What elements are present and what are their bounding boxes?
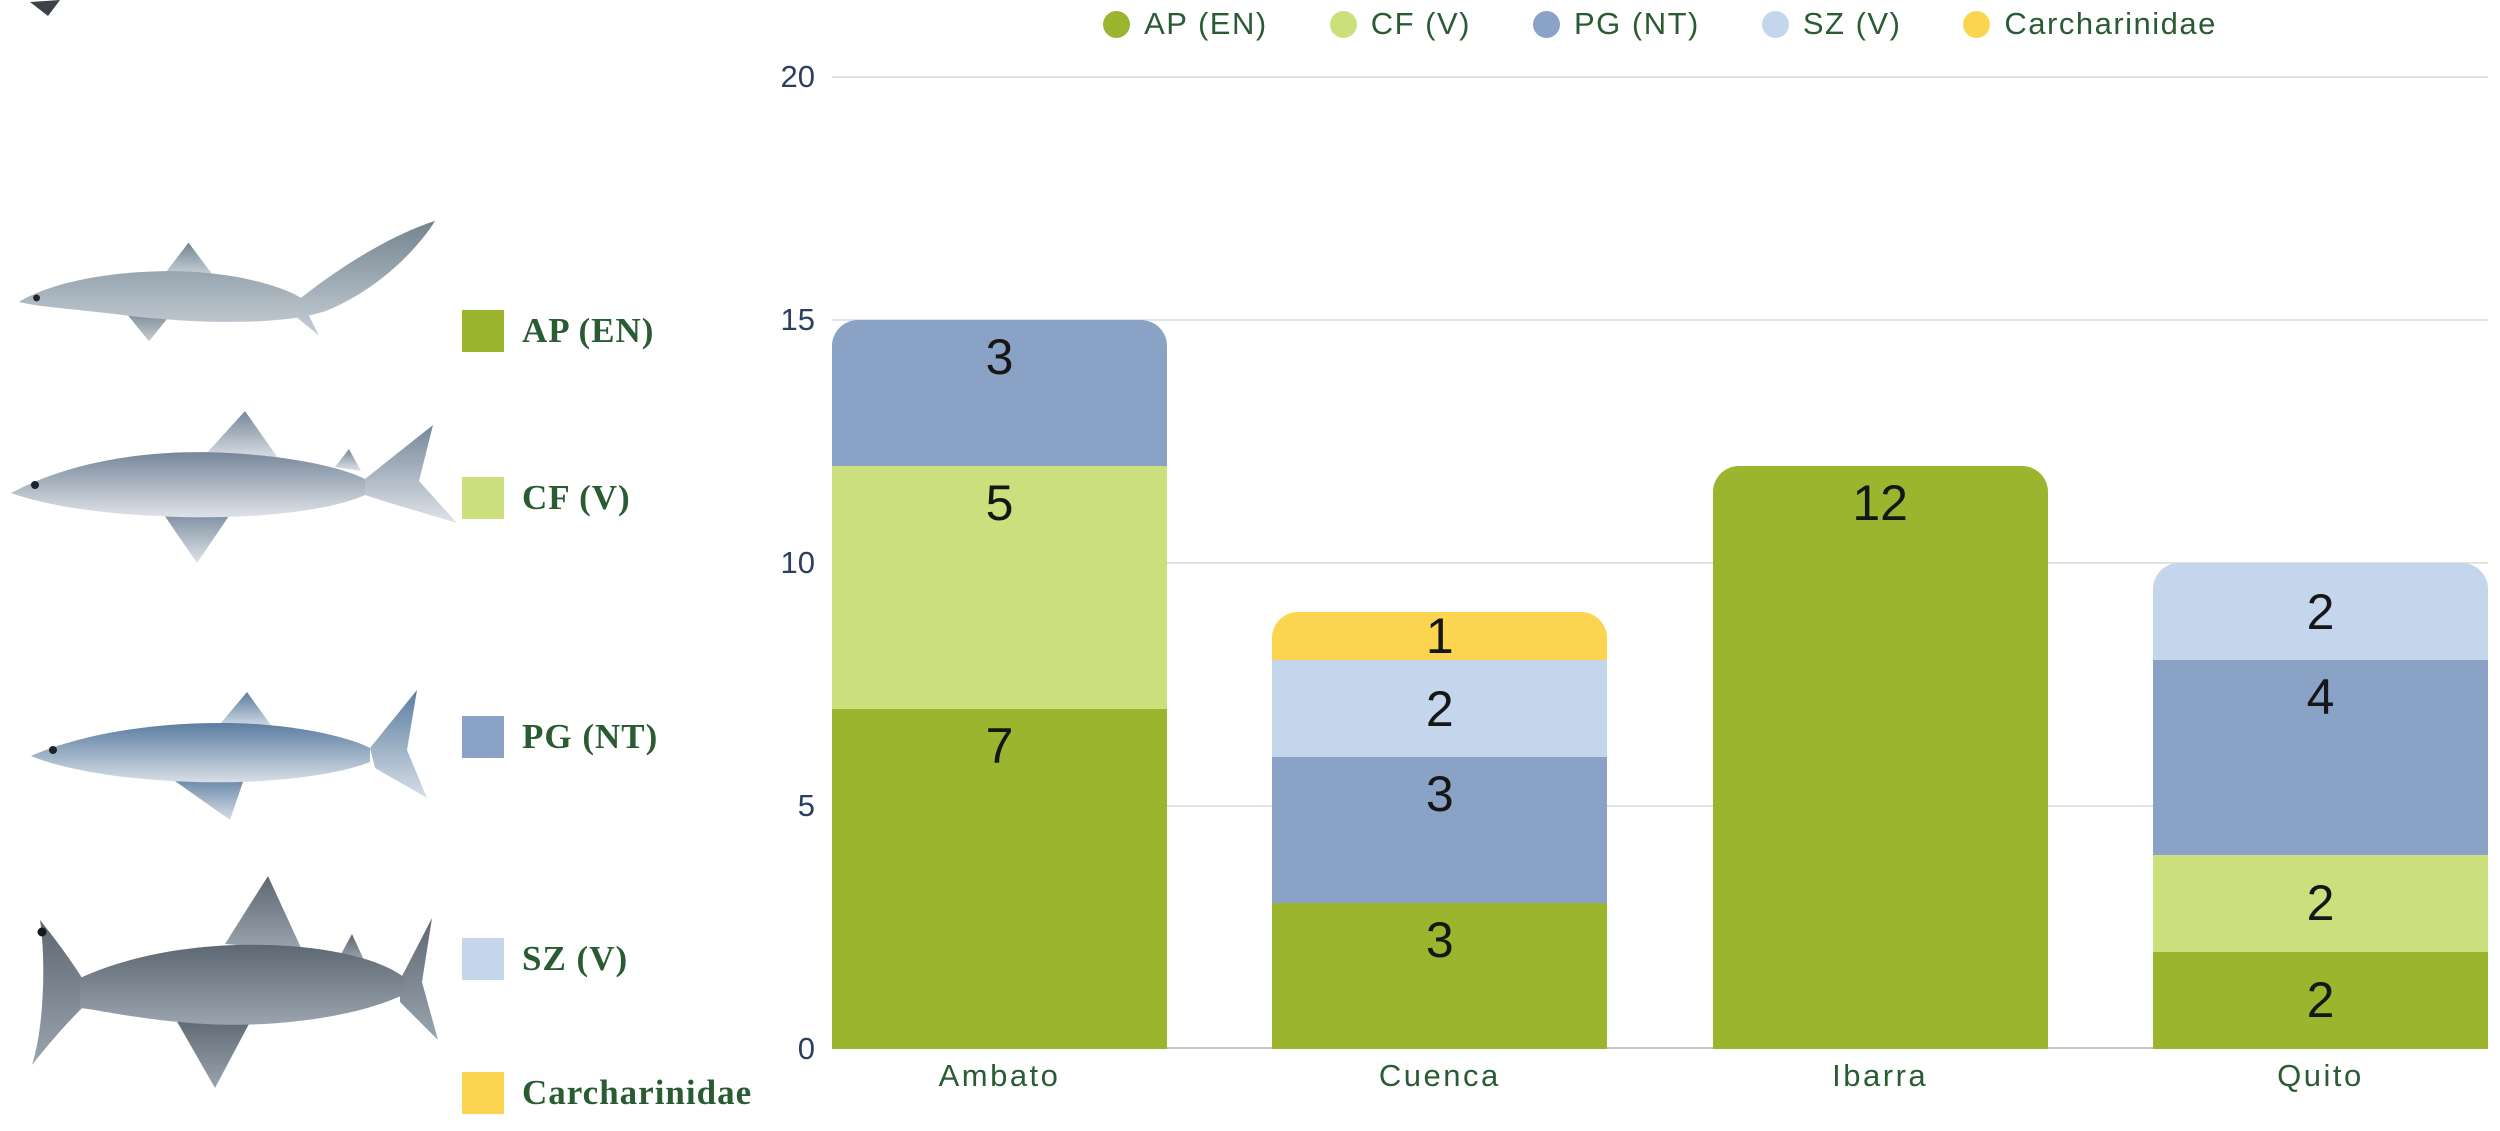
bar-value-label: 3 <box>1425 912 1454 969</box>
side-legend-item-4: Carcharinidae <box>462 1072 752 1114</box>
side-legend-item-1: CF (V) <box>462 477 631 519</box>
x-axis: Ambato Cuenca Ibarra Quito <box>832 1058 2488 1094</box>
top-legend: AP (EN) CF (V) PG (NT) SZ (V) Carcharinidae <box>832 6 2488 42</box>
bar-value-label: 2 <box>1425 680 1454 737</box>
bar-segment: 2 <box>1272 660 1608 758</box>
category-label-cuenca: Cuenca <box>1378 1058 1501 1093</box>
legend-swatch-icon <box>462 310 504 352</box>
y-axis: 0 5 10 15 20 <box>565 0 815 1131</box>
legend-dot-icon <box>1103 10 1131 38</box>
category-label-ambato: Ambato <box>938 1058 1061 1093</box>
y-axis-tick-label: 20 <box>780 59 815 94</box>
bar-segment: 3 <box>1272 903 1608 1049</box>
bar-segment: 4 <box>2152 660 2488 855</box>
legend-label: CF (V) <box>1370 6 1471 41</box>
bar-segment: 1 <box>1272 607 1608 664</box>
side-legend-label: PG (NT) <box>522 717 659 756</box>
bar-value-label: 3 <box>1425 766 1454 823</box>
side-legend-label: AP (EN) <box>522 311 655 350</box>
category-label-ibarra: Ibarra <box>1832 1058 1929 1093</box>
blue-shark-image <box>31 690 427 820</box>
legend-dot-icon <box>1329 10 1357 38</box>
bar-value-label: 2 <box>2306 972 2335 1029</box>
y-axis-tick-label: 15 <box>780 302 815 337</box>
bar-value-label: 1 <box>1425 607 1454 664</box>
legend-item-3: SZ (V) <box>1761 6 1902 42</box>
legend-dot-icon <box>1532 10 1560 38</box>
bar-segment: 3 <box>1272 757 1608 904</box>
y-axis-tick-label: 0 <box>797 1031 815 1066</box>
side-legend-label: CF (V) <box>522 478 631 517</box>
category-label-quito: Quito <box>2277 1058 2364 1093</box>
side-legend-item-2: PG (NT) <box>462 716 658 758</box>
bar-value-label: 3 <box>985 329 1014 386</box>
bar-ibarra: 12 <box>1712 465 2048 1049</box>
legend-dot-icon <box>1963 10 1991 38</box>
side-legend-label: Carcharinidae <box>522 1073 753 1112</box>
bar-ambato: 7 5 3 <box>832 320 1167 1049</box>
side-legend-label: SZ (V) <box>522 939 629 978</box>
bar-segment: 2 <box>2152 854 2488 952</box>
legend-label: AP (EN) <box>1144 6 1268 41</box>
legend-item-1: CF (V) <box>1329 6 1471 42</box>
bar-value-label: 2 <box>2306 583 2335 640</box>
bar-value-label: 7 <box>985 717 1014 774</box>
bar-segment: 7 <box>832 708 1167 1049</box>
legend-swatch-icon <box>462 716 504 758</box>
bar-segment: 2 <box>2152 563 2488 661</box>
bar-value-label: 5 <box>985 474 1014 531</box>
legend-swatch-icon <box>462 477 504 519</box>
bar-value-label: 4 <box>2306 669 2335 726</box>
legend-label: SZ (V) <box>1802 6 1902 41</box>
bar-cuenca: 3 3 2 1 <box>1272 607 1608 1049</box>
legend-label: PG (NT) <box>1573 6 1700 41</box>
gridline-5 <box>832 805 2488 807</box>
bar-value-label: 12 <box>1852 474 1908 531</box>
bars-row: 7 5 3 3 3 2 1 12 2 2 4 2 <box>832 77 2488 1049</box>
thresher-shark-image <box>18 220 436 342</box>
bar-value-label: 2 <box>2306 875 2335 932</box>
legend-swatch-icon <box>462 938 504 980</box>
legend-label: Carcharinidae <box>2004 6 2217 41</box>
bar-quito: 2 2 4 2 <box>2152 563 2488 1049</box>
bar-segment: 12 <box>1712 465 2048 1049</box>
x-axis-line <box>832 1047 2488 1049</box>
side-legend-item-3: SZ (V) <box>462 938 628 980</box>
legend-item-2: PG (NT) <box>1532 6 1700 42</box>
bar-segment: 3 <box>832 320 1167 466</box>
plot-area: 7 5 3 3 3 2 1 12 2 2 4 2 <box>832 76 2488 1049</box>
y-axis-tick-label: 5 <box>797 788 815 823</box>
stray-mark <box>30 0 60 16</box>
legend-item-4: Carcharinidae <box>1963 6 2217 42</box>
side-legend-item-0: AP (EN) <box>462 310 654 352</box>
gridline-10 <box>832 562 2488 564</box>
requiem-shark-image <box>11 411 457 563</box>
bar-segment: 5 <box>832 465 1167 709</box>
gridline-15 <box>832 319 2488 321</box>
y-axis-tick-label: 10 <box>780 545 815 580</box>
hammerhead-shark-image <box>32 876 438 1088</box>
legend-swatch-icon <box>462 1072 504 1114</box>
gridline-20 <box>832 76 2488 78</box>
legend-dot-icon <box>1761 10 1789 38</box>
legend-item-0: AP (EN) <box>1103 6 1268 42</box>
bar-segment: 2 <box>2152 951 2488 1049</box>
